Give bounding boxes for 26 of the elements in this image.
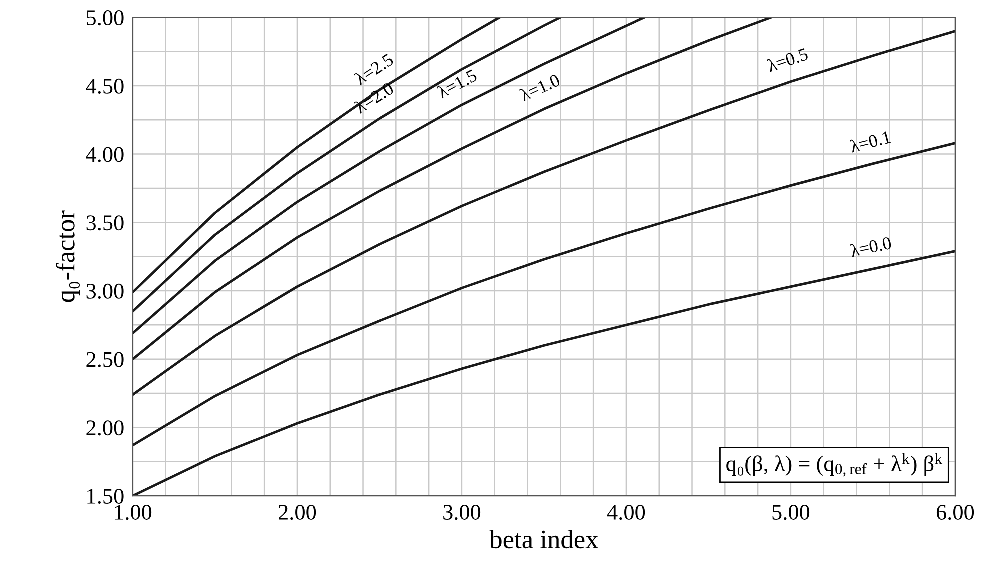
x-axis-title: beta index — [490, 530, 598, 549]
y-tick-label: 2.00 — [86, 420, 124, 436]
y-tick-label: 3.00 — [86, 284, 124, 300]
y-tick-label: 4.50 — [86, 78, 124, 94]
text: λ=0.0 — [850, 236, 892, 258]
text: λ=1.0 — [518, 73, 561, 102]
line-series — [132, 18, 502, 294]
line-series — [132, 30, 956, 396]
text: λ=1.5 — [436, 68, 478, 99]
x-tick-label: 5.00 — [772, 504, 810, 520]
annotation: q₀(β, λ) = (q$_{0,ref}$ + λ$^{k}$) β$^{k}$ — [726, 453, 943, 477]
y-tick-label: 1.50 — [88, 488, 124, 504]
text: λ=0.5 — [766, 47, 809, 72]
line-series — [132, 18, 646, 335]
line-series — [132, 18, 562, 313]
y-tick-label: 2.50 — [86, 352, 124, 368]
y-axis-title: q₀-factor — [56, 210, 80, 302]
x-tick-label: 3.00 — [444, 504, 481, 520]
y-tick-label: 4.00 — [86, 147, 124, 162]
y-tick-label: 5.00 — [87, 10, 124, 26]
x-tick-label: 2.00 — [279, 504, 316, 520]
x-tick-label: 4.00 — [607, 504, 646, 520]
text: λ=0.1 — [849, 130, 892, 153]
y-tick-label: 3.50 — [86, 216, 124, 231]
x-tick-label: 6.00 — [936, 504, 974, 520]
x-tick-label: 1.00 — [115, 504, 152, 520]
